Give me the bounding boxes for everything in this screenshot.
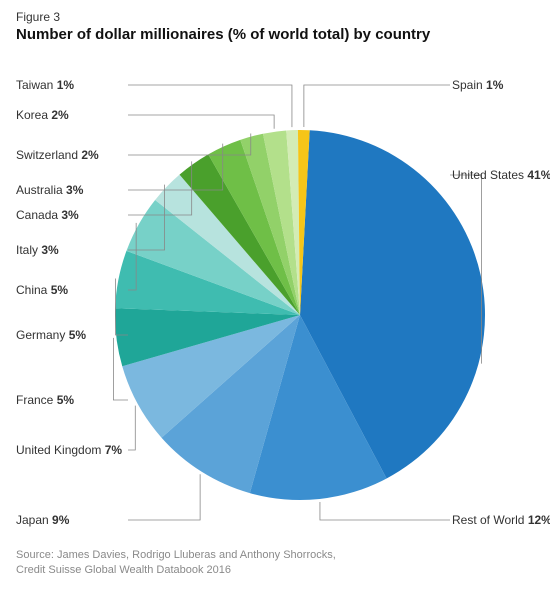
leader-line [320,502,450,520]
source-citation: Source: James Davies, Rodrigo Lluberas a… [16,548,336,578]
pie-chart: United States 41% Rest of World 12% Japan … [0,0,550,560]
slice-label: Germany 5% [16,328,86,342]
slice-label: China 5% [16,283,68,297]
slice-label: Switzerland 2% [16,148,99,162]
slice-label: United States 41% [452,168,550,182]
leader-line [304,85,450,127]
slice-label: Taiwan 1% [16,78,74,92]
leader-line [128,85,292,127]
slice-label: Spain 1% [452,78,504,92]
source-line-1: Source: James Davies, Rodrigo Lluberas a… [16,548,336,563]
leader-line [128,406,135,450]
source-line-2: Credit Suisse Global Wealth Databook 201… [16,563,336,578]
slice-label: Korea 2% [16,108,69,122]
leader-line [128,474,200,520]
slice-label: Rest of World 12% [452,513,550,527]
slice-label: Canada 3% [16,208,79,222]
slice-label: United Kingdom 7% [16,443,122,457]
slice-label: France 5% [16,393,74,407]
leader-line [128,115,274,129]
slice-label: Japan 9% [16,513,70,527]
slice-label: Australia 3% [16,183,84,197]
slice-label: Italy 3% [16,243,59,257]
